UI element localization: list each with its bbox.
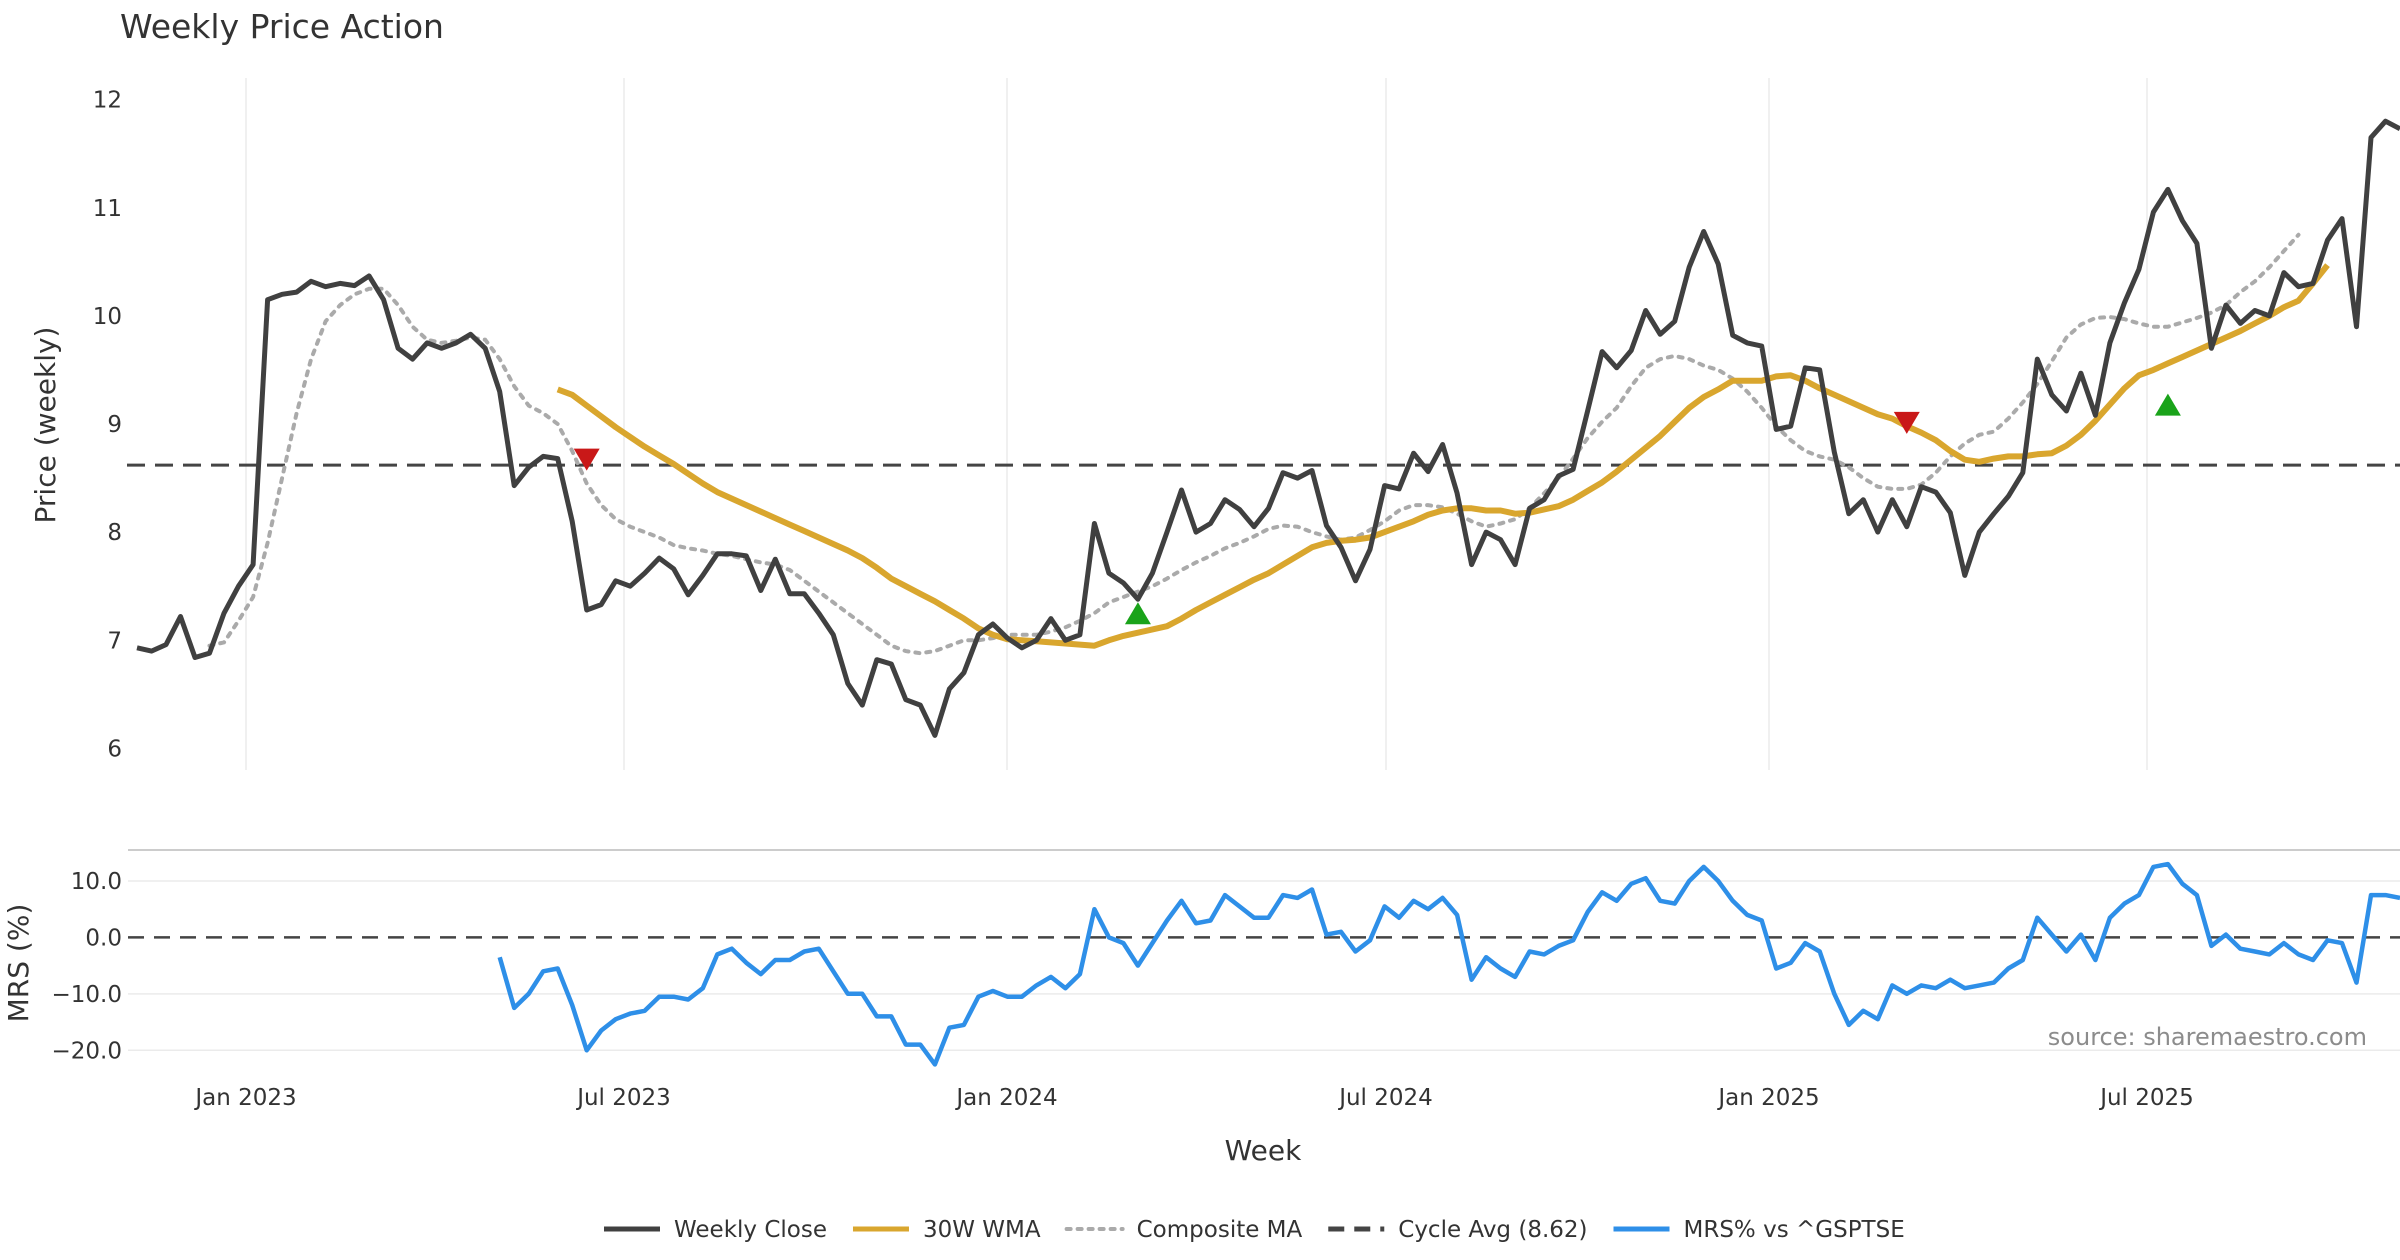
mrs-y-tick-label: −10.0 [52,982,122,1008]
mrs-y-tick-label: 0.0 [85,925,122,951]
signal-markers [573,393,2181,625]
x-axis: Jan 2023 Jul 2023 Jan 2024 Jul 2024 Jan 2025… [193,1085,2193,1111]
chart-title: Weekly Price Action [120,7,444,46]
x-tick-label: Jul 2023 [575,1085,671,1111]
wma-line [556,263,2330,649]
price-y-tick-label: 9 [107,412,122,438]
legend-label-wma: 30W WMA [923,1217,1041,1243]
price-y-tick-label: 6 [107,736,122,762]
price-y-tick-label: 12 [93,88,122,114]
mrs-y-axis: 10.0 0.0 −10.0 −20.0 [52,869,122,1064]
mrs-y-tick-label: −20.0 [52,1038,122,1064]
price-y-tick-label: 10 [93,304,122,330]
legend-label-composite: Composite MA [1137,1217,1303,1243]
sell-signal-marker [573,448,600,471]
composite-ma-line [207,232,2301,656]
buy-signal-marker [2154,393,2181,416]
x-tick-label: Jan 2025 [1716,1085,1819,1111]
price-y-axis-title: Price (weekly) [29,327,62,524]
legend-label-mrs: MRS% vs ^GSPTSE [1684,1217,1905,1243]
price-y-axis: 6 7 8 9 10 11 12 [93,88,122,763]
x-tick-label: Jan 2023 [193,1085,296,1111]
sell-signal-marker [1893,411,1920,434]
mrs-grid [128,880,2400,1052]
x-tick-label: Jul 2025 [2098,1085,2194,1111]
mrs-series [497,861,2400,1067]
buy-signal-marker [1124,602,1151,625]
price-y-tick-label: 11 [93,196,122,222]
legend-label-cycle: Cycle Avg (8.62) [1398,1217,1587,1243]
mrs-line [497,861,2400,1067]
price-series [127,118,2400,738]
price-y-tick-label: 7 [107,628,122,654]
weekly-close-line [136,118,2400,738]
source-label: source: sharemaestro.com [2048,1023,2367,1051]
legend: Weekly Close 30W WMA Composite MA Cycle Avg… [604,1217,1905,1243]
mrs-y-tick-label: 10.0 [71,869,122,895]
x-tick-label: Jul 2024 [1337,1085,1433,1111]
legend-label-close: Weekly Close [674,1217,827,1243]
x-tick-label: Jan 2024 [954,1085,1057,1111]
price-grid [245,78,2148,770]
mrs-y-axis-title: MRS (%) [2,904,35,1023]
price-y-tick-label: 8 [107,520,122,546]
x-axis-title: Week [1225,1134,1302,1167]
